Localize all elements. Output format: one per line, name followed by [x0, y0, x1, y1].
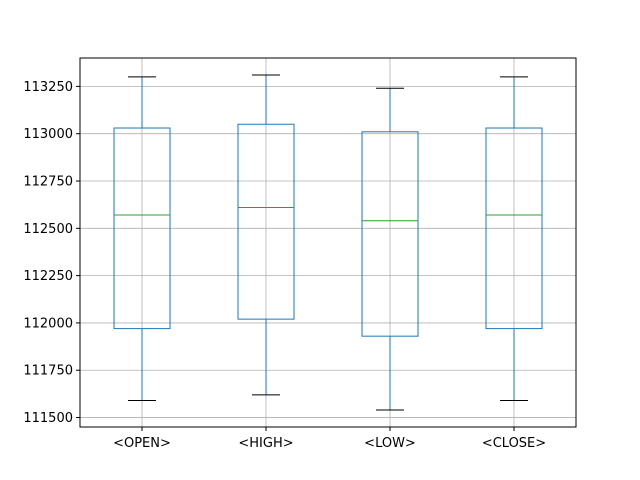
y-tick-label: 112000: [23, 316, 73, 331]
y-tick-label: 112250: [23, 269, 73, 284]
box-low: [361, 87, 419, 411]
y-tick-label: 113250: [23, 80, 73, 95]
box-open: [113, 76, 171, 402]
x-tick-label: <HIGH>: [238, 436, 293, 451]
x-tick-label: <CLOSE>: [482, 436, 546, 451]
box-high: [237, 74, 295, 396]
box-series: [113, 74, 543, 411]
y-axis-ticks: 111500 111750 112000 112250 112500 112750 1130…: [23, 80, 80, 426]
y-tick-label: 112500: [23, 222, 73, 237]
x-tick-label: <LOW>: [364, 436, 416, 451]
iqr-box: [113, 127, 171, 330]
plot-frame: [79, 57, 577, 428]
box-close: [485, 76, 543, 402]
iqr-box: [237, 123, 295, 320]
iqr-box: [361, 131, 419, 337]
x-tick-label: <OPEN>: [113, 436, 171, 451]
y-tick-label: 112750: [23, 175, 73, 190]
y-tick-label: 111750: [23, 364, 73, 379]
y-tick-label: 113000: [23, 127, 73, 142]
grid-lines: [80, 58, 576, 427]
iqr-box: [485, 127, 543, 330]
y-tick-label: 111500: [23, 411, 73, 426]
x-axis-ticks: <OPEN> <HIGH> <LOW> <CLOSE>: [113, 427, 546, 451]
